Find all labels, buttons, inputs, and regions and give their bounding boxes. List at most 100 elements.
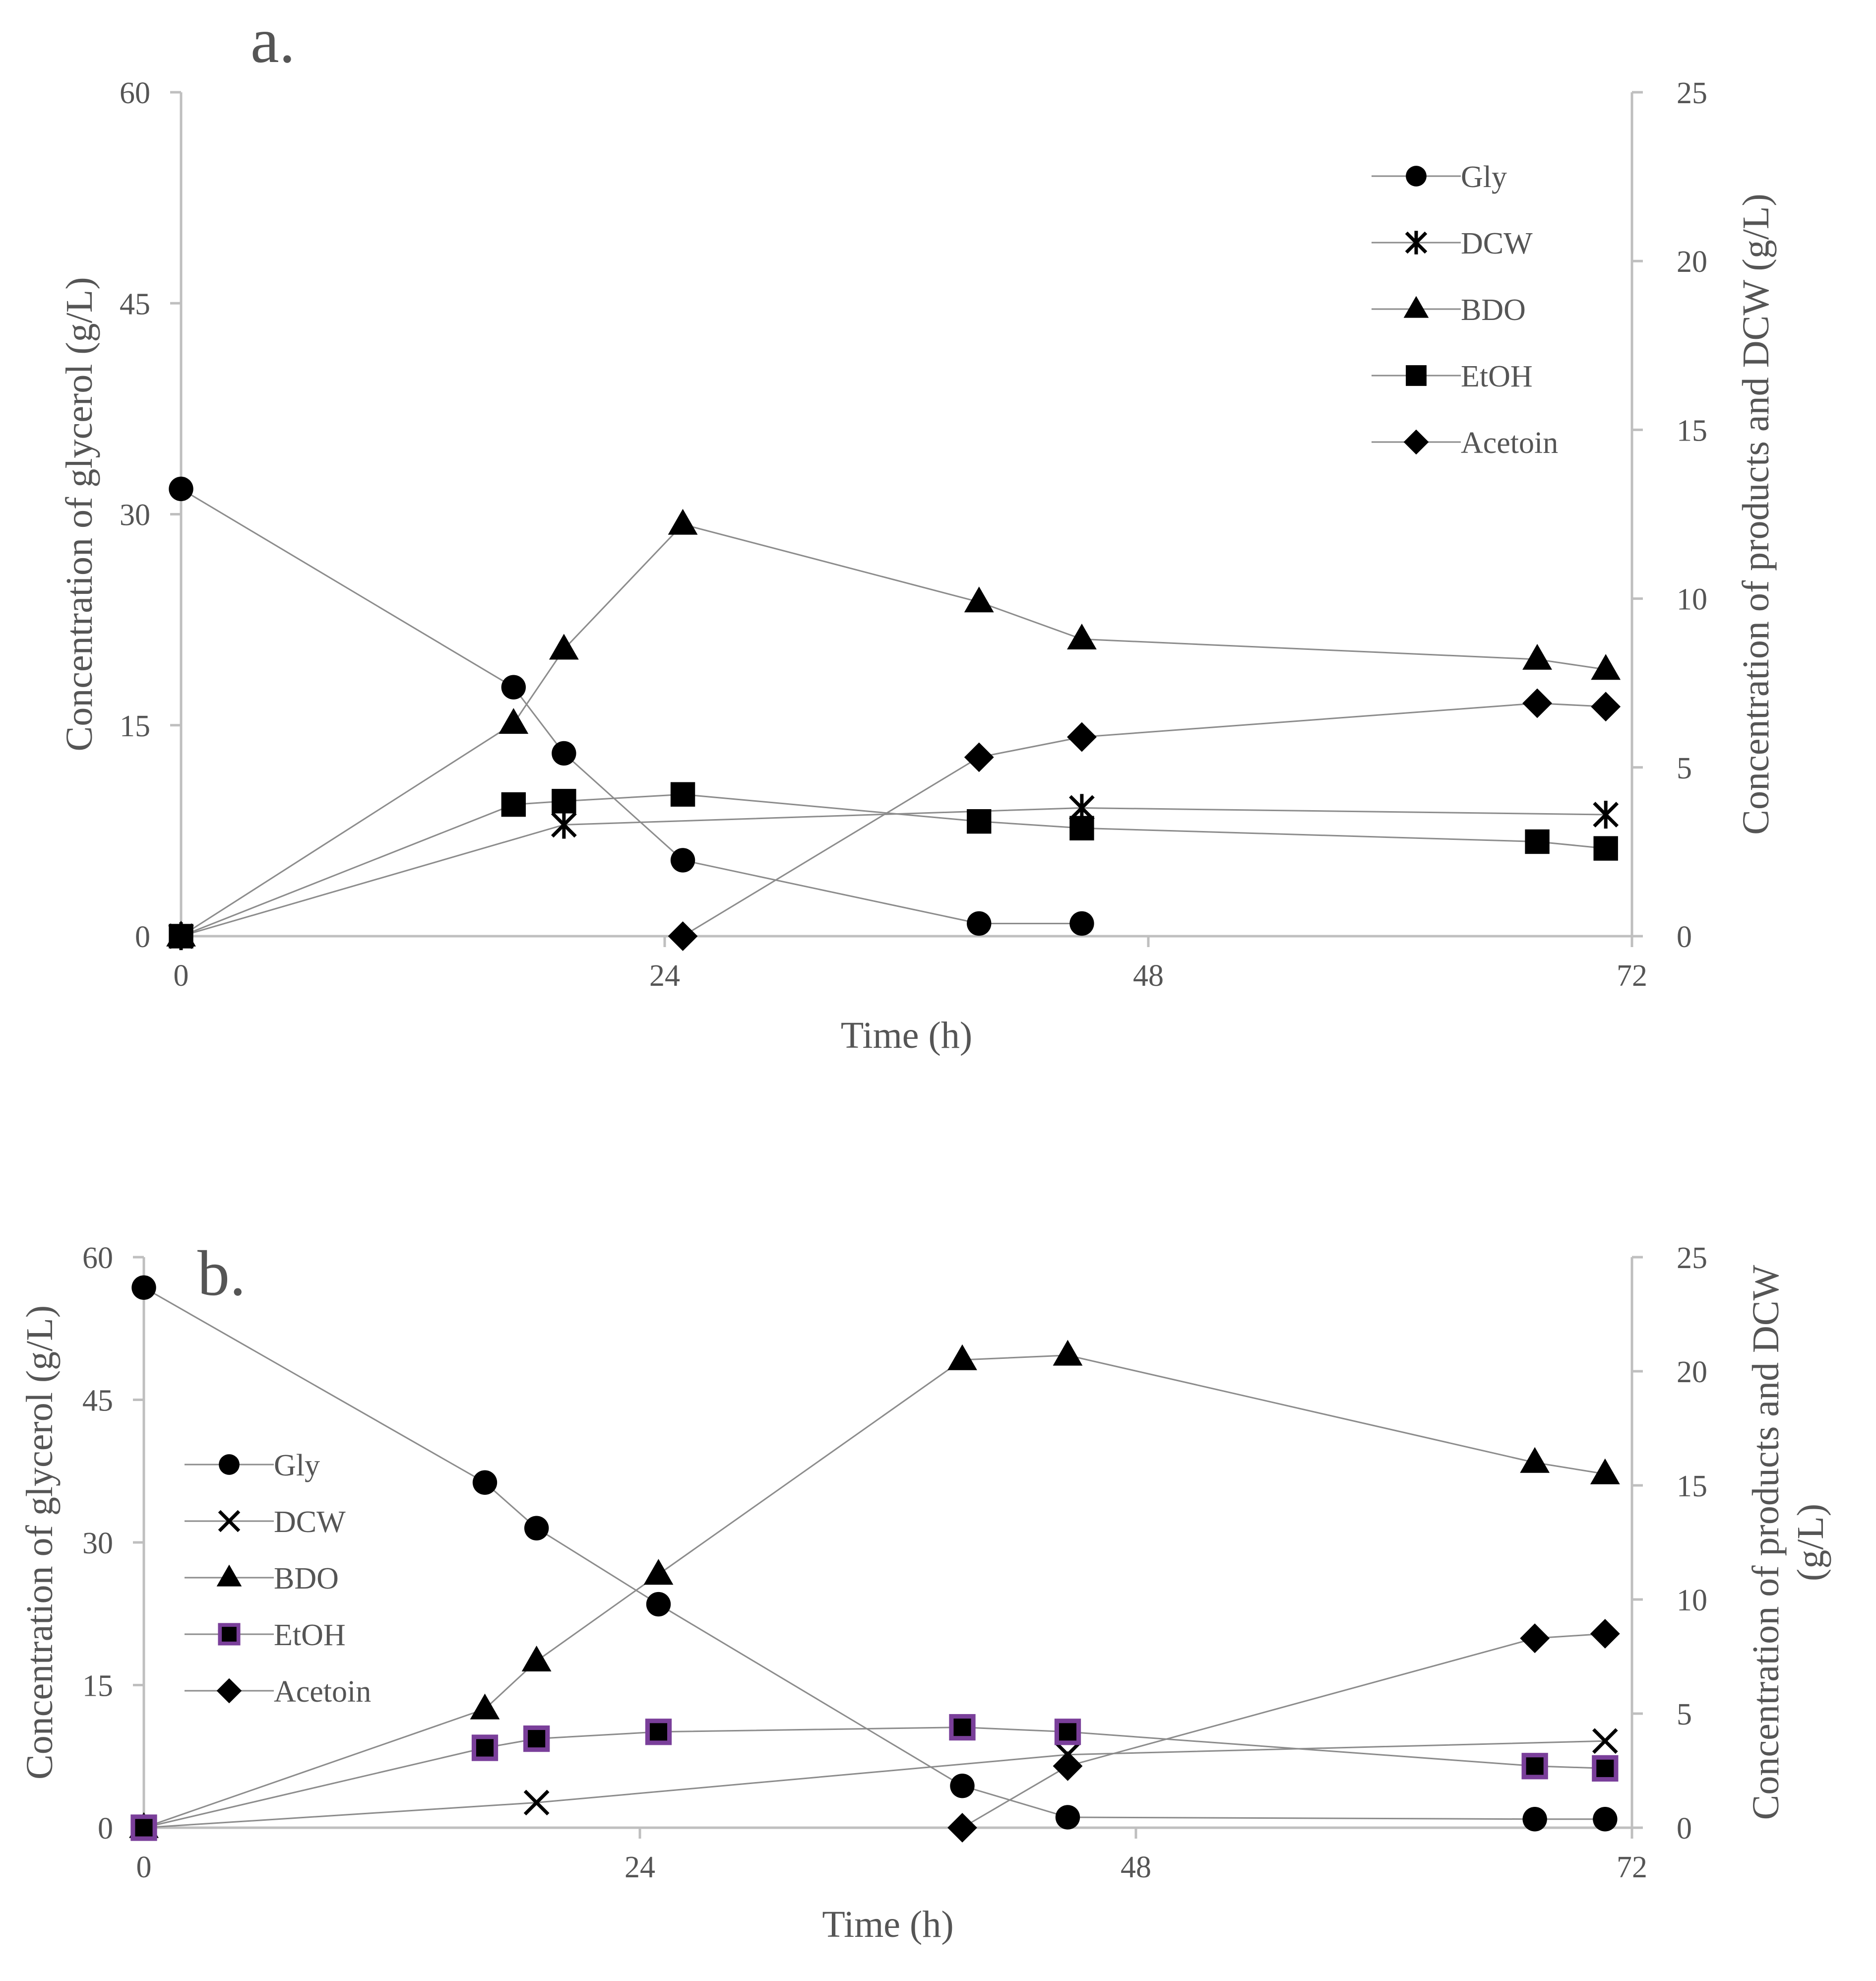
series-gly [169, 476, 1094, 936]
legend-marker [1406, 166, 1427, 187]
series-gly [131, 1275, 1618, 1832]
legend-marker [1405, 231, 1428, 255]
series-bdo [129, 1340, 1620, 1838]
point-etoh [169, 924, 193, 949]
point-etoh [1593, 836, 1618, 861]
left-tick-label: 45 [82, 1384, 113, 1418]
point-gly [646, 1592, 671, 1617]
point-bdo [1590, 1458, 1620, 1484]
point-bdo [1053, 1340, 1083, 1366]
point-etoh [552, 789, 576, 814]
legend-marker [216, 1564, 242, 1587]
point-gly [131, 1275, 156, 1300]
left-tick-label: 60 [120, 76, 150, 110]
series-line-dcw [143, 1740, 1605, 1829]
point-acetoin [668, 921, 698, 951]
right-tick-label: 15 [1677, 1470, 1707, 1503]
legend-label: Acetoin [274, 1675, 371, 1709]
point-etoh [967, 809, 992, 834]
series-dcw [168, 794, 1619, 951]
point-bdo [1522, 643, 1552, 670]
legend-label: Acetoin [1461, 426, 1558, 460]
point-etoh [1525, 829, 1550, 854]
point-dcw [1592, 1728, 1618, 1754]
point-gly [1069, 911, 1094, 936]
point-gly [1522, 1807, 1547, 1832]
point-acetoin [947, 1813, 977, 1843]
right-tick-label: 10 [1677, 1584, 1707, 1617]
left-tick-label: 0 [135, 920, 150, 954]
right-tick-label: 25 [1677, 76, 1707, 110]
panel-label: a. [250, 5, 295, 76]
point-etoh [645, 1719, 672, 1745]
point-bdo [964, 586, 994, 613]
right-tick-label: 20 [1677, 1355, 1707, 1389]
series-acetoin [947, 1619, 1620, 1843]
right-tick-label: 0 [1677, 1812, 1692, 1846]
point-bdo [470, 1693, 500, 1720]
panel-a-chart: 0 15 30 45 60 0 5 10 15 20 25 0 24 48 72 Time (h) Concen… [59, 5, 1777, 1056]
point-gly [1055, 1805, 1080, 1830]
point-acetoin [1053, 1751, 1083, 1781]
right-axis-title-line2: (g/L) [1790, 1504, 1831, 1581]
legend-item-gly: Gly [185, 1449, 320, 1482]
series-line-dcw [181, 807, 1606, 937]
x-tick-label: 24 [649, 959, 680, 993]
legend-marker [219, 1454, 240, 1475]
point-acetoin [964, 742, 994, 772]
point-gly [501, 675, 526, 700]
series-line-gly [143, 1287, 1605, 1820]
legend-item-dcw: DCW [1372, 227, 1533, 260]
legend: Gly DCW BDO EtOH Acetoin [1372, 160, 1558, 460]
left-tick-label: 45 [120, 287, 150, 321]
point-acetoin [1590, 1619, 1620, 1649]
point-gly [967, 911, 992, 936]
legend-item-acetoin: Acetoin [185, 1675, 371, 1709]
point-dcw [1593, 800, 1619, 829]
left-axis-title: Concentration of glycerol (g/L) [59, 277, 100, 751]
right-tick-label: 0 [1677, 920, 1692, 954]
series-line-acetoin [682, 703, 1606, 937]
point-gly [552, 741, 576, 766]
left-tick-label: 30 [82, 1527, 113, 1560]
left-tick-label: 15 [120, 709, 150, 743]
legend: Gly DCW BDO EtOH Acetoin [185, 1449, 371, 1709]
point-dcw [523, 1789, 550, 1816]
legend-marker [1406, 365, 1427, 386]
x-tick-label: 48 [1121, 1851, 1151, 1884]
legend-label: Gly [274, 1449, 320, 1482]
panel-b-chart: 0 15 30 45 60 0 5 10 15 20 25 0 24 48 72 Time (h) Concen… [19, 1238, 1831, 1945]
panel-label: b. [197, 1238, 246, 1309]
x-tick-label: 72 [1617, 1851, 1647, 1884]
legend-marker [1403, 429, 1429, 455]
point-etoh [130, 1814, 157, 1841]
legend-item-bdo: BDO [1372, 293, 1526, 327]
series-etoh [169, 782, 1618, 949]
left-tick-label: 15 [82, 1669, 113, 1703]
point-gly [524, 1516, 549, 1540]
point-bdo [521, 1646, 552, 1671]
x-axis-title: Time (h) [841, 1015, 972, 1056]
legend-label: EtOH [274, 1618, 346, 1652]
legend-label: BDO [1461, 293, 1526, 327]
right-tick-label: 5 [1677, 1698, 1692, 1731]
point-acetoin [1522, 688, 1552, 718]
right-axis-title-line1: Concentration of products and DCW [1745, 1265, 1787, 1820]
series-acetoin [668, 688, 1621, 951]
legend-marker [218, 1510, 241, 1533]
legend-marker [218, 1623, 241, 1646]
x-tick-label: 0 [174, 959, 189, 993]
legend-marker [216, 1678, 242, 1704]
point-gly [950, 1773, 975, 1798]
right-tick-label: 25 [1677, 1241, 1707, 1275]
series-line-etoh [143, 1726, 1605, 1829]
point-etoh [1069, 816, 1094, 840]
legend-label: DCW [1461, 227, 1533, 260]
series-bdo [166, 509, 1621, 947]
legend-item-bdo: BDO [185, 1562, 339, 1596]
point-etoh [670, 782, 695, 807]
right-tick-label: 15 [1677, 414, 1707, 447]
x-tick-label: 24 [625, 1851, 655, 1884]
point-bdo [499, 708, 529, 734]
